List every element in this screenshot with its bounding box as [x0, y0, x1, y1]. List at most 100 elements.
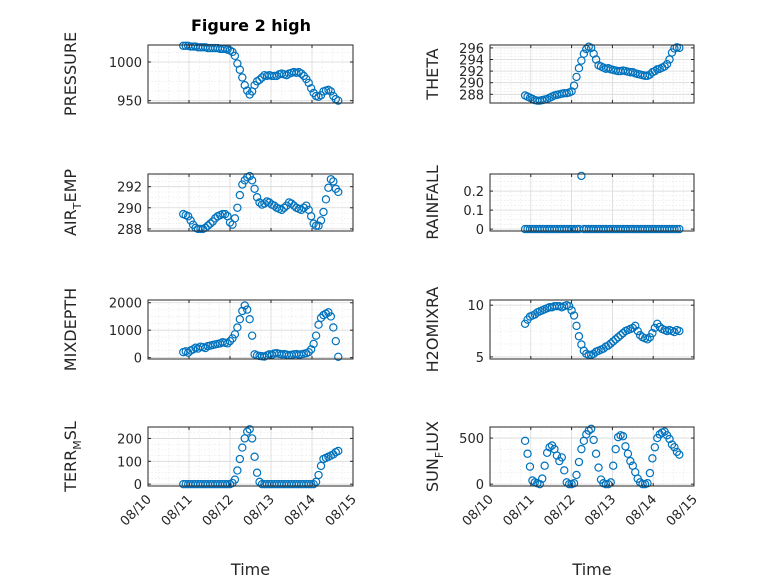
- ylabel-theta: THETA: [423, 48, 442, 100]
- data-point: [569, 479, 579, 488]
- data-point: [665, 434, 674, 444]
- data-point: [586, 424, 596, 434]
- y-tick-label: 100: [117, 455, 142, 470]
- data-point: [577, 444, 586, 454]
- data-point: [326, 87, 336, 96]
- data-point: [662, 59, 672, 69]
- data-point: [233, 203, 242, 212]
- data-point: [309, 479, 318, 489]
- y-tick-label: 200: [117, 432, 142, 447]
- data-point: [228, 334, 237, 343]
- data-point: [616, 330, 625, 340]
- data-point: [309, 339, 318, 349]
- data-point: [238, 73, 247, 82]
- data-point: [670, 443, 679, 452]
- data-point: [540, 461, 549, 470]
- xlabel-time: Time: [571, 560, 611, 579]
- x-tick-label: 08/13: [241, 492, 278, 529]
- data-point: [203, 221, 213, 230]
- x-tick-label: 08/14: [282, 492, 319, 529]
- data-point: [245, 315, 254, 324]
- y-tick-label: 288: [117, 223, 142, 238]
- data-point: [643, 335, 652, 344]
- data-point: [609, 337, 618, 346]
- ylabel-air-temp: AIRTEMP: [61, 169, 84, 236]
- y-tick-label: 0: [476, 478, 484, 493]
- data-point: [186, 216, 195, 225]
- series-theta: [520, 42, 684, 105]
- data-point: [329, 323, 338, 332]
- series-terr-msl: [179, 425, 343, 489]
- data-point: [247, 434, 257, 443]
- data-point: [528, 476, 537, 485]
- data-point: [257, 73, 267, 82]
- data-point: [245, 425, 254, 434]
- y-tick-label: 0.2: [463, 185, 484, 200]
- data-point: [589, 435, 598, 445]
- subplot-rainfall: 0 0.1 0.2 RAINFALL: [423, 165, 695, 240]
- subplot-sun-flux: 0 500 SUNFLUX 08/10 08/11 08/12 08/13 08/14 08/1…: [423, 421, 701, 579]
- y-tick-label: 950: [117, 95, 142, 110]
- data-point: [235, 190, 245, 200]
- data-point: [611, 444, 620, 454]
- data-point: [326, 312, 336, 321]
- axes-frame: [489, 299, 695, 360]
- x-tick-label: 08/11: [501, 492, 538, 529]
- y-tick-label: 10: [467, 299, 484, 314]
- data-point: [279, 203, 289, 212]
- y-tick-label: 5: [476, 351, 484, 366]
- data-point: [604, 341, 613, 350]
- y-tick-label: 0.1: [463, 204, 484, 219]
- data-point: [572, 321, 581, 331]
- ylabel-terr-msl: TERRMSL: [61, 421, 84, 493]
- data-point: [569, 224, 579, 234]
- subplot-h2omixra: 5 10 H2OMIXRA: [423, 287, 695, 372]
- series-mixdepth: [179, 301, 343, 362]
- axes-frame: [489, 44, 695, 104]
- data-point: [309, 219, 318, 228]
- axes-frame: [489, 173, 695, 232]
- data-point: [297, 69, 306, 78]
- data-point: [223, 339, 232, 348]
- data-point: [252, 468, 262, 477]
- data-point: [238, 180, 247, 189]
- data-point: [560, 466, 569, 475]
- series-rainfall: [520, 171, 684, 234]
- data-point: [201, 343, 210, 353]
- data-point: [572, 470, 581, 480]
- x-tick-label: 08/15: [664, 492, 701, 529]
- data-point: [564, 302, 574, 311]
- data-point: [306, 212, 316, 221]
- series-h2omixra: [520, 300, 684, 360]
- data-point: [223, 479, 232, 489]
- data-point: [545, 443, 554, 452]
- data-point: [574, 63, 584, 73]
- data-point: [252, 193, 262, 202]
- y-tick-label: 2000: [109, 297, 142, 312]
- data-point: [243, 305, 252, 314]
- data-point: [650, 443, 660, 452]
- x-tick-label: 08/15: [323, 492, 360, 529]
- data-point: [304, 78, 313, 88]
- data-point: [613, 432, 623, 442]
- subplot-air-temp: 288 290 292 AIRTEMP: [61, 169, 354, 238]
- data-point: [618, 432, 628, 441]
- x-tick-label: 08/12: [541, 492, 578, 529]
- axes-frame: [147, 299, 354, 360]
- y-tick-label: 294: [459, 54, 484, 69]
- ylabel-rainfall: RAINFALL: [423, 165, 442, 240]
- data-point: [538, 474, 547, 483]
- y-tick-label: 292: [117, 181, 142, 196]
- subplot-mixdepth: 0 1000 2000 MIXDEPTH: [61, 288, 354, 371]
- data-point: [670, 224, 679, 234]
- data-point: [601, 479, 611, 489]
- data-point: [329, 177, 338, 186]
- data-point: [250, 184, 259, 193]
- data-point: [247, 176, 257, 185]
- data-point: [584, 350, 593, 360]
- data-point: [230, 475, 240, 484]
- y-tick-label: 0: [134, 352, 142, 367]
- data-point: [667, 440, 677, 449]
- data-point: [311, 221, 321, 230]
